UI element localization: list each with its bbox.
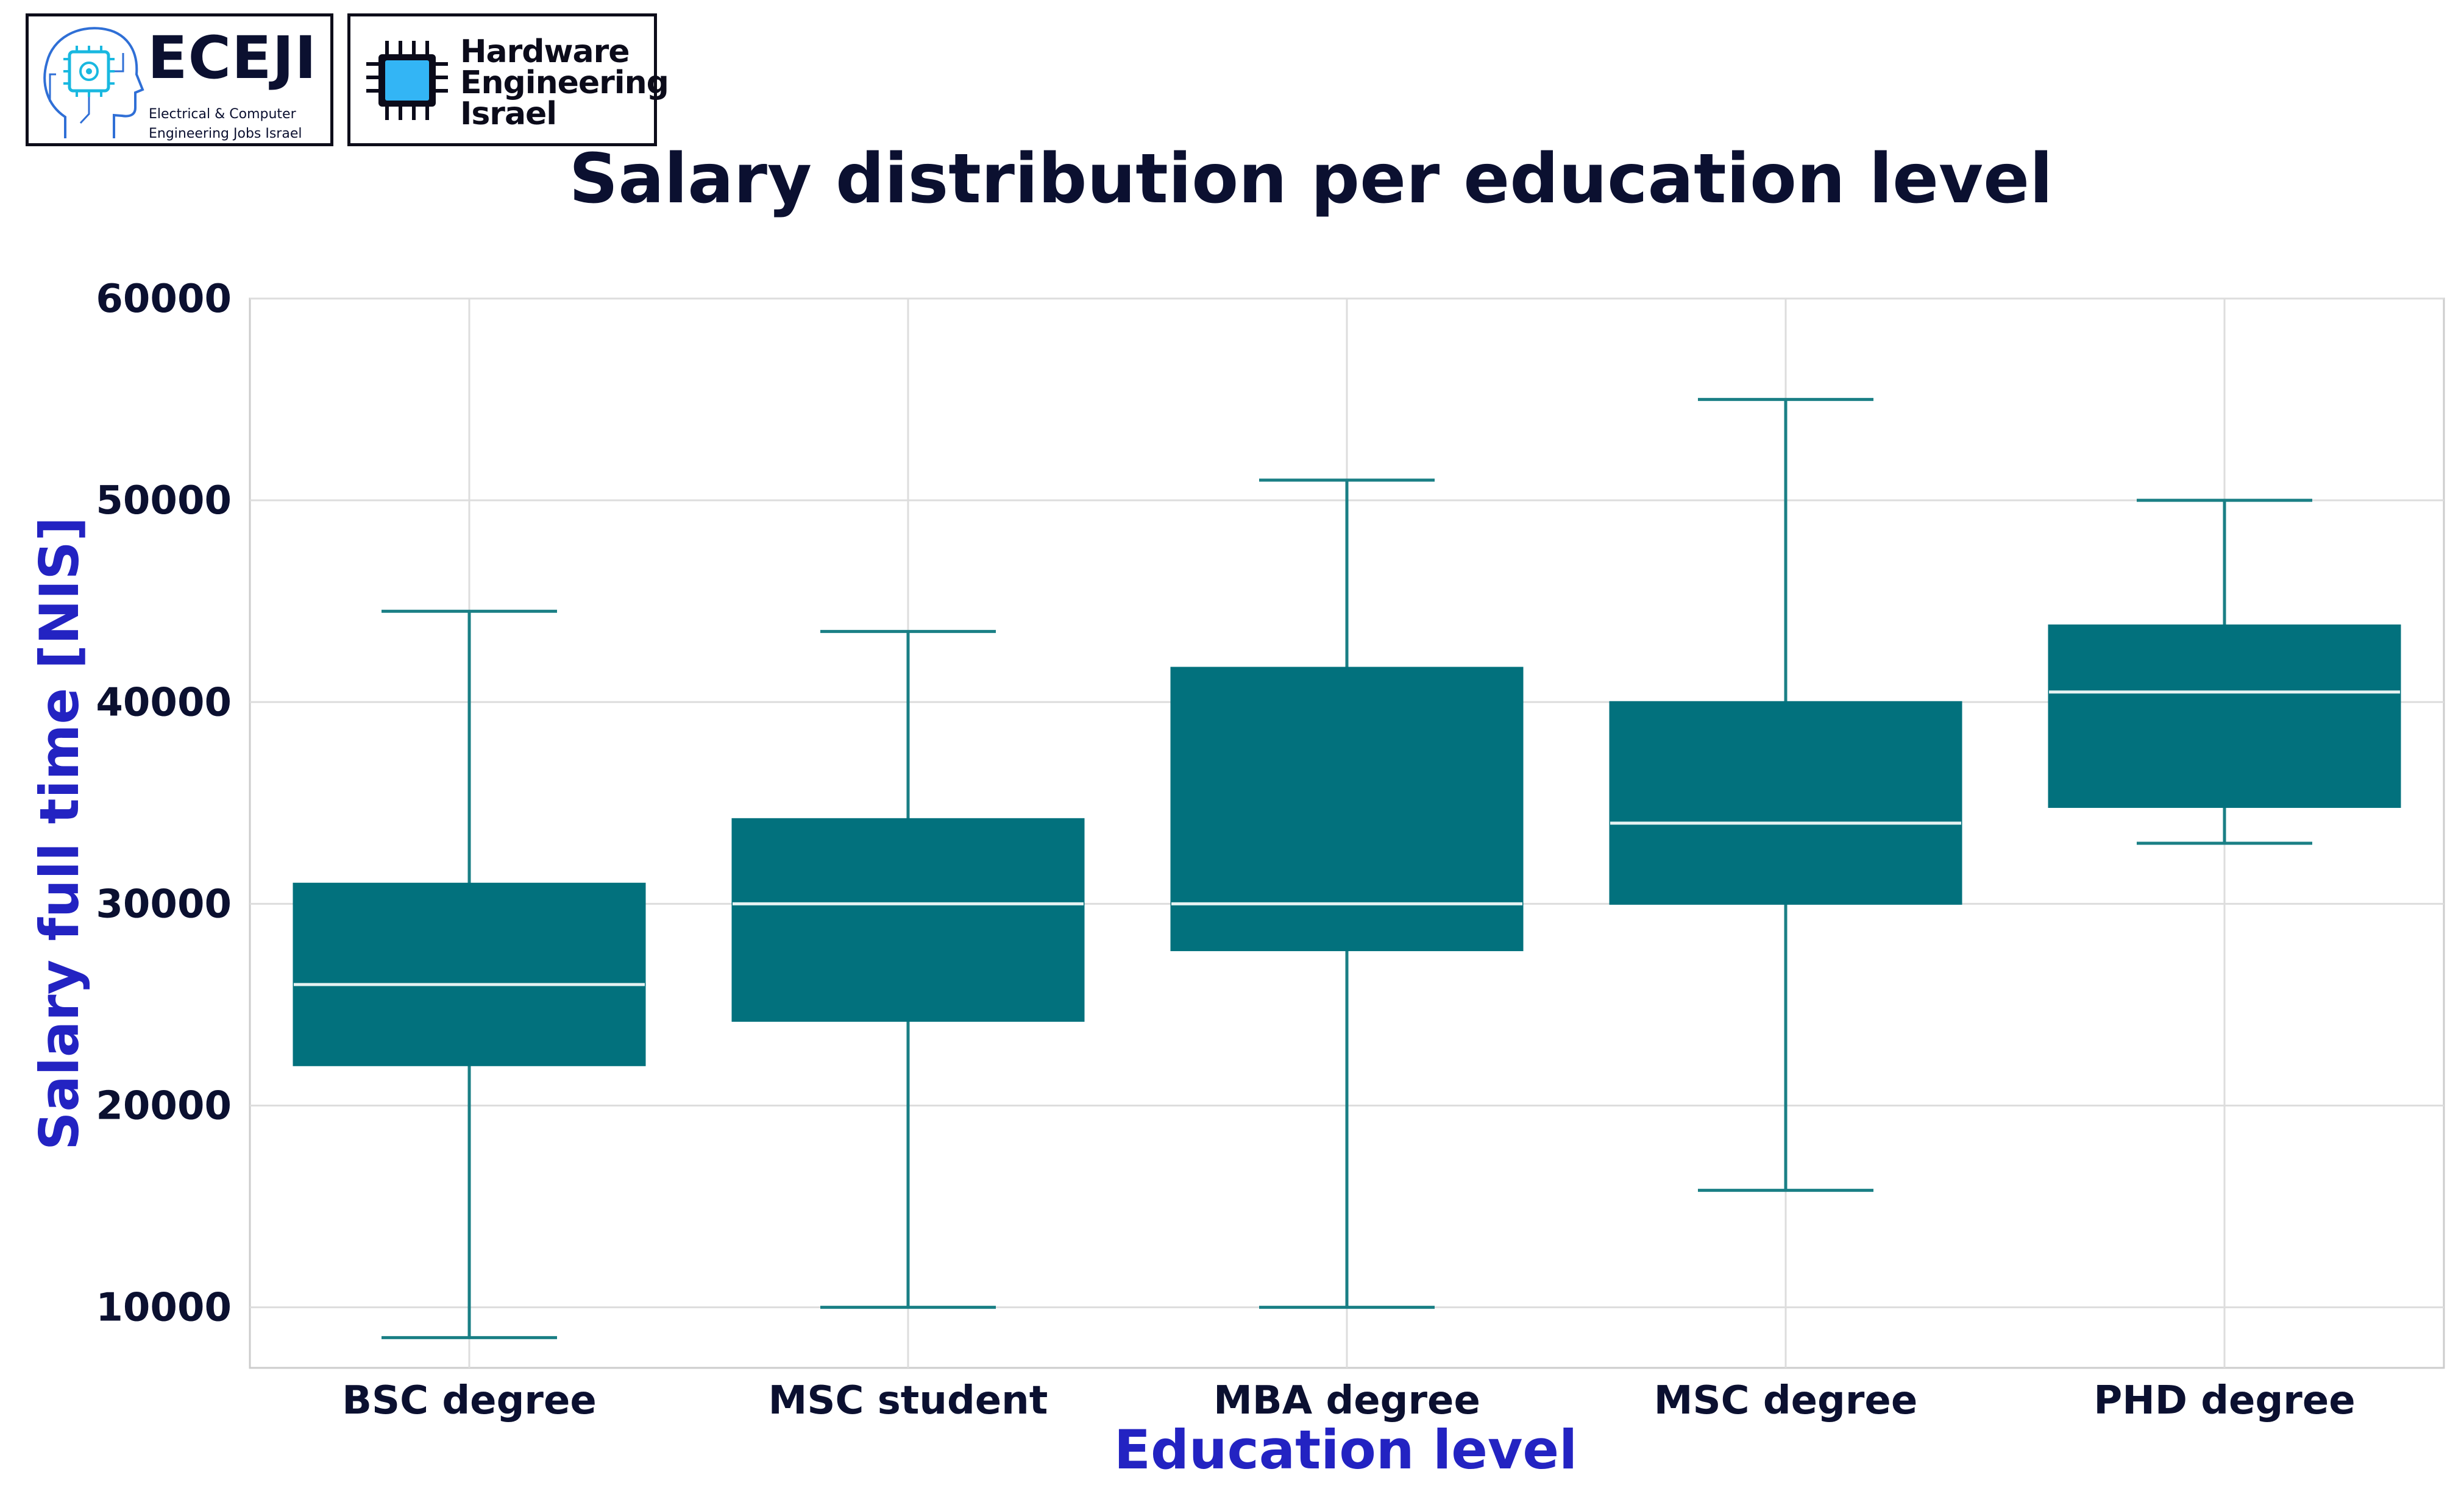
y-axis-label: Salary full time [NIS] xyxy=(28,517,91,1150)
box-group xyxy=(293,609,646,1339)
y-tick-label: 60000 xyxy=(96,277,232,322)
hardware-engineering-israel-logo: Hardware Engineering Israel xyxy=(347,13,669,146)
tick-labels: 10000 20000 30000 40000 50000 60000 BSC degree… xyxy=(96,277,2355,1423)
y-tick-label: 30000 xyxy=(96,882,232,927)
box-group xyxy=(2048,498,2401,845)
y-tick-label: 50000 xyxy=(96,478,232,523)
box-group xyxy=(1170,478,1524,1309)
iqr-box xyxy=(1170,667,1524,952)
x-tick-label: BSC degree xyxy=(342,1378,597,1423)
box-group xyxy=(731,629,1085,1309)
eceji-logo: ECEJI Electrical & Computer Engineering … xyxy=(26,13,333,146)
y-tick-label: 20000 xyxy=(96,1084,232,1129)
box-group xyxy=(1609,398,1962,1192)
x-tick-label: MSC student xyxy=(769,1378,1048,1423)
iqr-box xyxy=(293,882,646,1066)
head-chip-icon xyxy=(43,27,144,138)
eceji-subtitle-line2: Engineering Jobs Israel xyxy=(149,126,302,141)
hei-line2: Engineering xyxy=(460,65,669,101)
x-tick-label: MBA degree xyxy=(1213,1378,1480,1423)
x-tick-label: MSC degree xyxy=(1654,1378,1917,1423)
boxes xyxy=(293,398,2401,1339)
eceji-title: ECEJI xyxy=(147,24,318,92)
hei-line3: Israel xyxy=(460,96,557,132)
microchip-icon xyxy=(366,41,448,120)
iqr-box xyxy=(2048,624,2401,808)
y-tick-label: 40000 xyxy=(96,680,232,725)
iqr-box xyxy=(731,818,1085,1022)
y-tick-label: 10000 xyxy=(96,1286,232,1331)
eceji-subtitle-line1: Electrical & Computer xyxy=(149,107,296,122)
x-axis-label: Education level xyxy=(1114,1418,1577,1481)
x-tick-label: PHD degree xyxy=(2093,1378,2355,1423)
hei-line1: Hardware xyxy=(460,34,630,70)
chart-title: Salary distribution per education level xyxy=(569,140,2053,219)
iqr-box xyxy=(1609,701,1962,905)
